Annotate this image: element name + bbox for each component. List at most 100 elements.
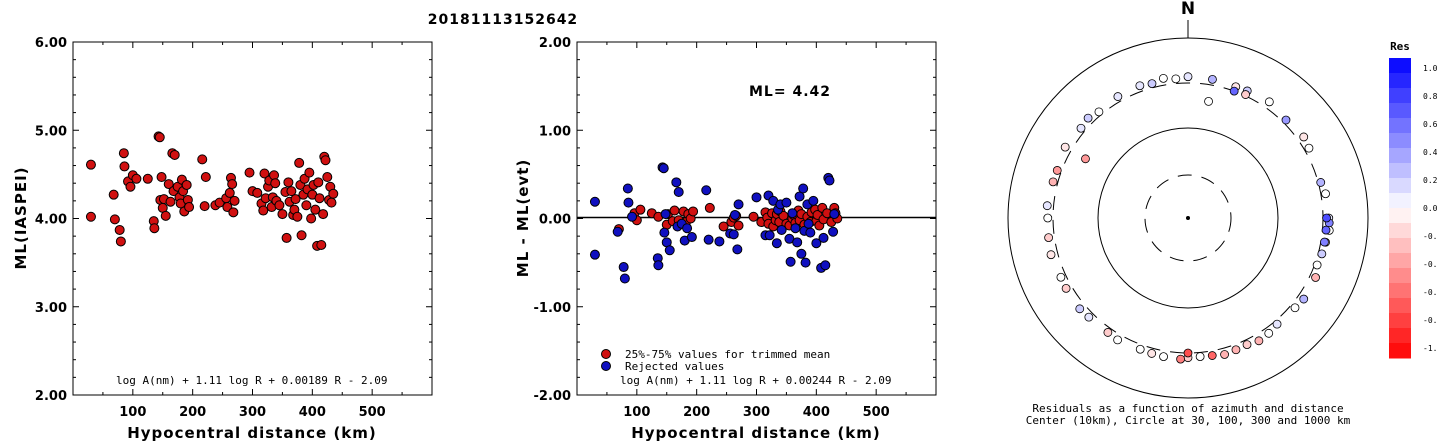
residual-point xyxy=(1317,249,1327,259)
x-ticks: 100 200 300 400 500 xyxy=(102,42,403,420)
data-point xyxy=(296,230,307,241)
x-axis-label: Hypocentral distance (km) xyxy=(127,424,377,441)
residual-point xyxy=(1264,97,1274,107)
colorbar-tick-label: -1.0 xyxy=(1423,344,1437,353)
data-point xyxy=(154,132,165,143)
residual-point xyxy=(1241,90,1250,99)
residual-point xyxy=(1171,74,1181,84)
data-point xyxy=(156,172,167,183)
data-point xyxy=(125,181,136,192)
x-tick-label: 200 xyxy=(179,405,206,420)
data-point xyxy=(781,197,792,208)
data-point xyxy=(660,209,671,220)
circle-30km xyxy=(1144,174,1232,262)
y-axis-label: ML - ML(evt) xyxy=(514,159,532,277)
colorbar-cell xyxy=(1389,268,1411,284)
data-point xyxy=(659,227,670,238)
data-point xyxy=(733,199,744,210)
residual-point xyxy=(1094,107,1104,117)
data-point xyxy=(119,161,130,172)
data-point xyxy=(790,223,801,234)
data-point xyxy=(623,197,634,208)
data-point xyxy=(184,202,195,213)
residual-point xyxy=(1084,312,1094,322)
center-marker xyxy=(1186,216,1190,220)
residual-point xyxy=(1083,113,1093,123)
data-point xyxy=(658,163,669,174)
data-point xyxy=(114,224,125,235)
residual-point xyxy=(1204,97,1213,106)
data-point xyxy=(181,179,192,190)
panel-ml-vs-distance: ML(IASPEI) Hypocentral distance (km) log… xyxy=(12,36,433,441)
y-tick-label: 5.00 xyxy=(35,124,67,139)
circle-1000km xyxy=(1007,37,1369,399)
data-point xyxy=(805,227,816,238)
caption-line-2: Center (10km), Circle at 30, 100, 300 an… xyxy=(1026,414,1351,427)
colorbar-cell xyxy=(1389,253,1411,269)
data-point xyxy=(306,213,317,224)
residual-point xyxy=(1290,303,1300,313)
x-tick-label: 100 xyxy=(623,405,650,420)
residual-point xyxy=(1081,154,1090,164)
data-point xyxy=(612,226,623,237)
data-point xyxy=(227,179,238,190)
colorbar-cell xyxy=(1389,208,1411,224)
data-point xyxy=(619,273,630,284)
colorbar-cell xyxy=(1389,178,1411,194)
data-point xyxy=(682,223,693,234)
residual-point xyxy=(1060,142,1070,152)
data-point xyxy=(142,173,153,184)
data-point xyxy=(283,177,294,188)
x-tick-label: 300 xyxy=(743,405,770,420)
x-tick-label: 500 xyxy=(359,405,386,420)
residual-point xyxy=(1183,72,1193,82)
data-point xyxy=(326,197,337,208)
y-tick-label: 1.00 xyxy=(539,124,571,139)
colorbar-tick-label: 0.6 xyxy=(1423,120,1437,129)
panel-residual-vs-distance: ML - ML(evt) Hypocentral distance (km) M… xyxy=(514,36,937,441)
residual-point xyxy=(1311,273,1320,282)
data-point xyxy=(703,234,714,245)
data-point xyxy=(829,209,840,220)
colorbar-cells xyxy=(1389,58,1411,359)
data-point xyxy=(733,220,744,231)
colorbar-cell xyxy=(1389,118,1411,134)
data-point xyxy=(729,209,740,220)
colorbar-labels: 1.0 0.8 0.6 0.4 0.2 0.0 -0.2 -0.4 -0.6 -0.8 -1.0 xyxy=(1423,64,1437,353)
residual-point xyxy=(1272,319,1282,329)
residual-point xyxy=(1046,250,1056,260)
y-ticks: -2.00 -1.00 0.00 1.00 2.00 xyxy=(534,36,936,404)
legend-marker-rejected xyxy=(601,361,611,371)
data-point xyxy=(160,210,171,221)
x-axis-label: Hypocentral distance (km) xyxy=(631,424,881,441)
residual-point xyxy=(1056,272,1066,282)
data-point xyxy=(704,202,715,213)
data-point xyxy=(798,183,809,194)
data-point xyxy=(664,245,675,256)
colorbar-cell xyxy=(1389,148,1411,164)
data-point xyxy=(286,186,297,197)
data-point xyxy=(165,196,176,207)
data-point xyxy=(653,260,664,271)
x-tick-label: 100 xyxy=(119,405,146,420)
data-points xyxy=(85,131,339,251)
data-point xyxy=(169,149,180,160)
residual-point xyxy=(1208,74,1217,84)
residual-point xyxy=(1183,348,1193,358)
formula-text: log A(nm) + 1.11 log R + 0.00244 R - 2.0… xyxy=(620,374,892,387)
y-tick-label: 2.00 xyxy=(539,36,571,51)
residual-point xyxy=(1159,352,1168,362)
data-point xyxy=(673,187,684,198)
residual-point xyxy=(1048,177,1058,187)
colorbar-cell xyxy=(1389,298,1411,314)
data-point xyxy=(274,200,285,211)
data-point xyxy=(301,200,312,211)
colorbar-tick-label: 0.2 xyxy=(1423,176,1437,185)
y-tick-label: 2.00 xyxy=(35,389,67,404)
residual-point xyxy=(1195,352,1205,361)
colorbar-tick-label: 0.8 xyxy=(1423,92,1437,101)
data-point xyxy=(292,211,303,222)
colorbar-cell xyxy=(1389,133,1411,149)
ml-annotation: ML= 4.42 xyxy=(749,84,831,100)
data-point xyxy=(589,249,600,260)
